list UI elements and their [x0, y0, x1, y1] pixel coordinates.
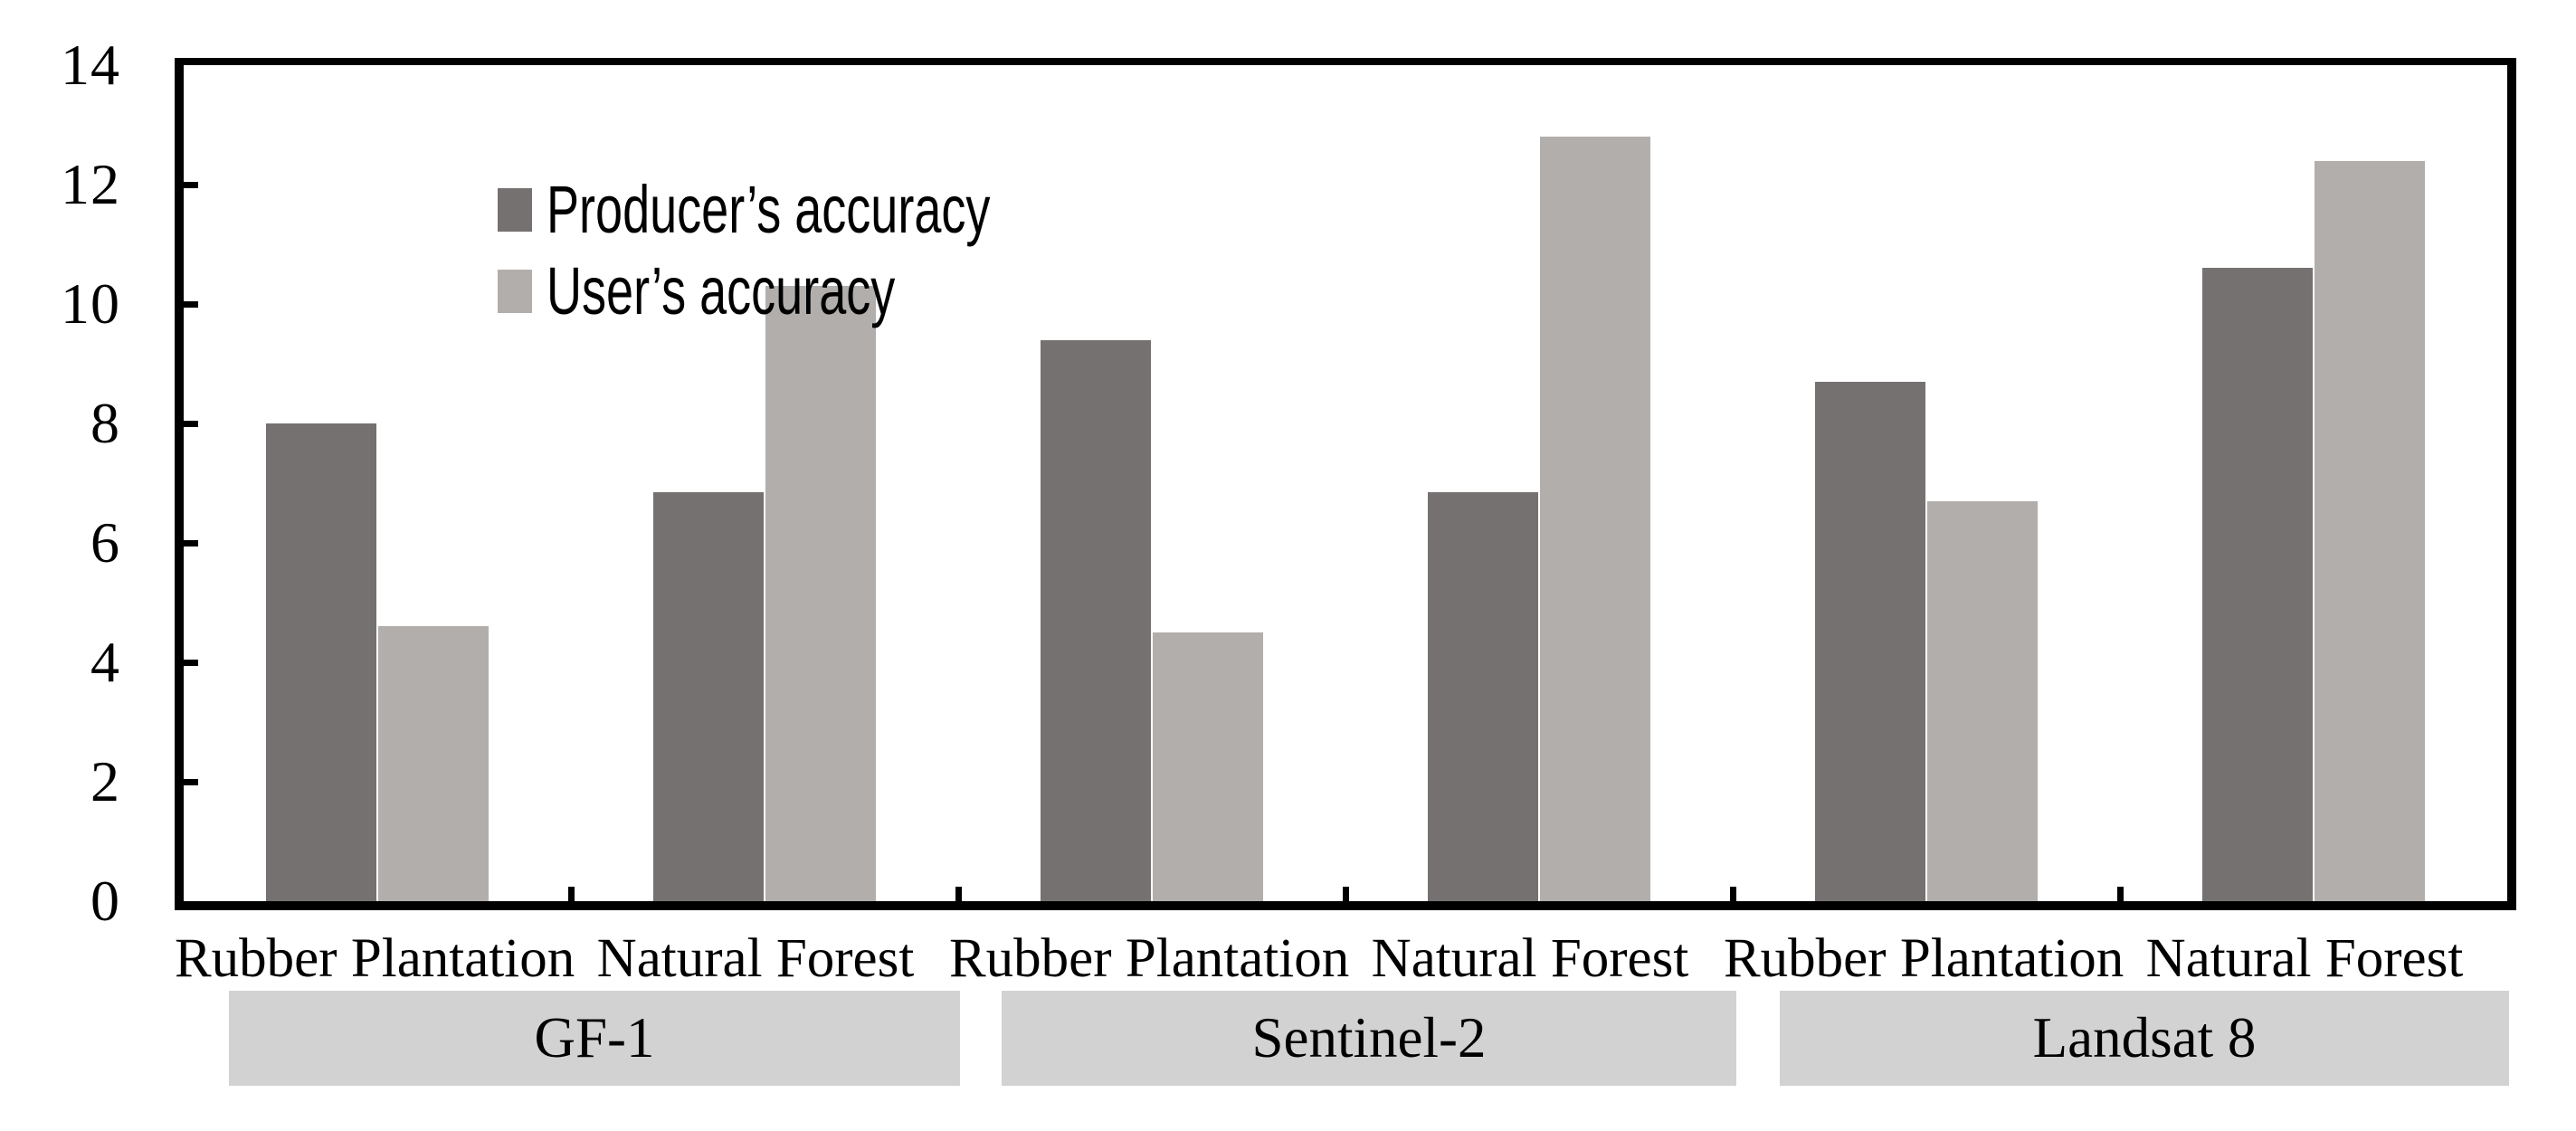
category-label-2: Natural Forest [596, 928, 915, 989]
users-accuracy-bar-3 [1153, 632, 1263, 901]
producers-accuracy-bar-1 [266, 423, 376, 901]
plot-inner-area: Producer’s accuracy User’s accuracy [184, 65, 2507, 901]
x-tick-boundary-5 [2117, 887, 2124, 901]
y-axis-tick-label-10: 10 [61, 271, 120, 336]
y-tick-10 [184, 301, 198, 308]
y-tick-4 [184, 660, 198, 666]
producers-accuracy-bar-6 [2202, 268, 2313, 901]
producers-accuracy-bar-4 [1428, 492, 1538, 901]
y-axis-tick-label-6: 6 [90, 510, 120, 575]
y-axis-tick-label-0: 0 [90, 869, 120, 933]
y-tick-12 [184, 182, 198, 188]
users-accuracy-bar-5 [1927, 501, 2038, 901]
satellite-banner-gf-1: GF-1 [229, 991, 960, 1086]
producers-accuracy-swatch-icon [498, 188, 532, 232]
users-accuracy-bar-2 [765, 286, 876, 901]
users-accuracy-bar-4 [1540, 137, 1650, 901]
satellite-banner-landsat-8: Landsat 8 [1780, 991, 2509, 1086]
y-axis-tick-label-4: 4 [90, 630, 120, 694]
x-tick-boundary-3 [1343, 887, 1349, 901]
y-tick-8 [184, 421, 198, 427]
users-accuracy-bar-6 [2315, 161, 2425, 901]
category-label-3: Rubber Plantation [949, 928, 1350, 989]
users-accuracy-bar-1 [378, 626, 489, 901]
legend-label-producers-accuracy: Producer’s accuracy [547, 172, 991, 247]
producers-accuracy-bar-2 [653, 492, 764, 901]
producers-accuracy-bar-3 [1041, 340, 1151, 901]
y-tick-2 [184, 779, 198, 785]
category-label-4: Natural Forest [1371, 928, 1689, 989]
chart-legend: Producer’s accuracy User’s accuracy [498, 176, 1155, 326]
y-tick-6 [184, 540, 198, 546]
legend-entry-producers-accuracy: Producer’s accuracy [498, 176, 1155, 244]
y-axis-tick-label-14: 14 [61, 33, 120, 97]
category-label-5: Rubber Plantation [1724, 928, 2124, 989]
x-tick-boundary-2 [955, 887, 962, 901]
legend-entry-users-accuracy: User’s accuracy [498, 257, 1155, 326]
users-accuracy-swatch-icon [498, 270, 532, 313]
x-tick-boundary-4 [1730, 887, 1736, 901]
y-axis-tick-label-12: 12 [61, 152, 120, 216]
y-axis-tick-label-2: 2 [90, 749, 120, 813]
y-axis-tick-label-8: 8 [90, 391, 120, 455]
x-tick-boundary-1 [568, 887, 575, 901]
plot-area: Producer’s accuracy User’s accuracy [175, 58, 2516, 910]
satellite-banner-sentinel-2: Sentinel-2 [1002, 991, 1736, 1086]
category-label-6: Natural Forest [2145, 928, 2464, 989]
legend-label-users-accuracy: User’s accuracy [547, 253, 896, 328]
category-label-1: Rubber Plantation [175, 928, 575, 989]
producers-accuracy-bar-5 [1815, 382, 1925, 901]
